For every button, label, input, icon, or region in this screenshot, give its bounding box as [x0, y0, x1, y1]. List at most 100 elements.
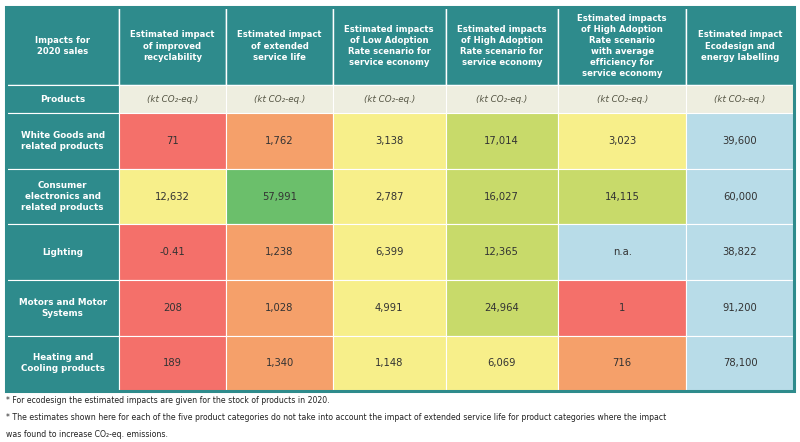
Bar [6, 7, 794, 391]
Text: 2,787: 2,787 [375, 191, 403, 202]
Bar [6, 113, 119, 169]
Text: n.a.: n.a. [613, 247, 632, 257]
Text: 16,027: 16,027 [484, 191, 519, 202]
Bar [226, 85, 333, 113]
Text: 3,023: 3,023 [608, 136, 636, 146]
Text: (kt CO₂-eq.): (kt CO₂-eq.) [254, 95, 305, 104]
Bar [119, 280, 226, 335]
Bar [226, 225, 333, 280]
Text: (kt CO₂-eq.): (kt CO₂-eq.) [714, 95, 766, 104]
Text: 6,069: 6,069 [487, 358, 516, 368]
Text: 78,100: 78,100 [722, 358, 758, 368]
Bar [119, 335, 226, 391]
Bar [558, 169, 686, 225]
Text: White Goods and
related products: White Goods and related products [21, 131, 105, 151]
Text: 1,148: 1,148 [375, 358, 403, 368]
Bar [333, 335, 446, 391]
Text: 4,991: 4,991 [375, 303, 403, 313]
Text: Motors and Motor
Systems: Motors and Motor Systems [18, 298, 106, 318]
Bar [686, 113, 794, 169]
Bar [6, 335, 119, 391]
Bar [686, 280, 794, 335]
Text: 57,991: 57,991 [262, 191, 297, 202]
Text: 208: 208 [163, 303, 182, 313]
Text: 12,365: 12,365 [484, 247, 519, 257]
Bar [333, 113, 446, 169]
Text: 189: 189 [163, 358, 182, 368]
Text: Estimated impact
of improved
recyclability: Estimated impact of improved recyclabili… [130, 30, 214, 61]
Text: 6,399: 6,399 [375, 247, 403, 257]
Bar [558, 335, 686, 391]
Bar [686, 225, 794, 280]
Text: Consumer
electronics and
related products: Consumer electronics and related product… [22, 181, 104, 212]
Bar [558, 280, 686, 335]
Text: 60,000: 60,000 [722, 191, 758, 202]
Text: (kt CO₂-eq.): (kt CO₂-eq.) [364, 95, 415, 104]
Text: 71: 71 [166, 136, 178, 146]
Bar [686, 335, 794, 391]
Text: 1,238: 1,238 [266, 247, 294, 257]
Bar [446, 7, 558, 85]
Text: 716: 716 [613, 358, 632, 368]
Text: 17,014: 17,014 [484, 136, 519, 146]
Text: Estimated impacts
of Low Adoption
Rate scenario for
service economy: Estimated impacts of Low Adoption Rate s… [345, 25, 434, 67]
Bar [6, 169, 119, 225]
Text: Estimated impacts
of High Adoption
Rate scenario for
service economy: Estimated impacts of High Adoption Rate … [457, 25, 546, 67]
Bar [333, 7, 446, 85]
Bar [686, 85, 794, 113]
Text: 91,200: 91,200 [722, 303, 758, 313]
Bar [558, 225, 686, 280]
Text: -0.41: -0.41 [159, 247, 186, 257]
Text: Estimated impact
Ecodesign and
energy labelling: Estimated impact Ecodesign and energy la… [698, 30, 782, 61]
Bar [333, 169, 446, 225]
Bar [686, 7, 794, 85]
Bar [558, 85, 686, 113]
Bar [119, 113, 226, 169]
Text: 1,028: 1,028 [266, 303, 294, 313]
Bar [558, 7, 686, 85]
Bar [226, 7, 333, 85]
Bar [226, 280, 333, 335]
Bar [333, 225, 446, 280]
Bar [446, 169, 558, 225]
Text: Products: Products [40, 95, 86, 104]
Bar [686, 169, 794, 225]
Bar [446, 113, 558, 169]
Bar [6, 225, 119, 280]
Bar [226, 335, 333, 391]
Text: 24,964: 24,964 [484, 303, 519, 313]
Bar [119, 225, 226, 280]
Bar [119, 169, 226, 225]
Text: was found to increase CO₂-eq. emissions.: was found to increase CO₂-eq. emissions. [6, 430, 169, 439]
Bar [119, 7, 226, 85]
Text: 1: 1 [619, 303, 626, 313]
Text: 3,138: 3,138 [375, 136, 403, 146]
Bar [333, 280, 446, 335]
Text: Heating and
Cooling products: Heating and Cooling products [21, 353, 105, 373]
Bar [446, 280, 558, 335]
Text: 12,632: 12,632 [155, 191, 190, 202]
Bar [6, 280, 119, 335]
Text: 1,340: 1,340 [266, 358, 294, 368]
Text: * The estimates shown here for each of the five product categories do not take i: * The estimates shown here for each of t… [6, 413, 666, 422]
Bar [6, 7, 119, 85]
Text: Estimated impacts
of High Adoption
Rate scenario
with average
efficiency for
ser: Estimated impacts of High Adoption Rate … [578, 14, 667, 78]
Bar [226, 113, 333, 169]
Text: 39,600: 39,600 [722, 136, 758, 146]
Text: (kt CO₂-eq.): (kt CO₂-eq.) [146, 95, 198, 104]
Bar [446, 85, 558, 113]
Bar [6, 85, 119, 113]
Text: (kt CO₂-eq.): (kt CO₂-eq.) [597, 95, 648, 104]
Text: Estimated impact
of extended
service life: Estimated impact of extended service lif… [238, 30, 322, 61]
Bar [446, 335, 558, 391]
Text: * For ecodesign the estimated impacts are given for the stock of products in 202: * For ecodesign the estimated impacts ar… [6, 396, 330, 405]
Text: 38,822: 38,822 [722, 247, 758, 257]
Text: Impacts for
2020 sales: Impacts for 2020 sales [35, 36, 90, 56]
Text: 1,762: 1,762 [265, 136, 294, 146]
Bar [333, 85, 446, 113]
Bar [558, 113, 686, 169]
Bar [226, 169, 333, 225]
Text: (kt CO₂-eq.): (kt CO₂-eq.) [476, 95, 527, 104]
Bar [119, 85, 226, 113]
Text: 14,115: 14,115 [605, 191, 640, 202]
